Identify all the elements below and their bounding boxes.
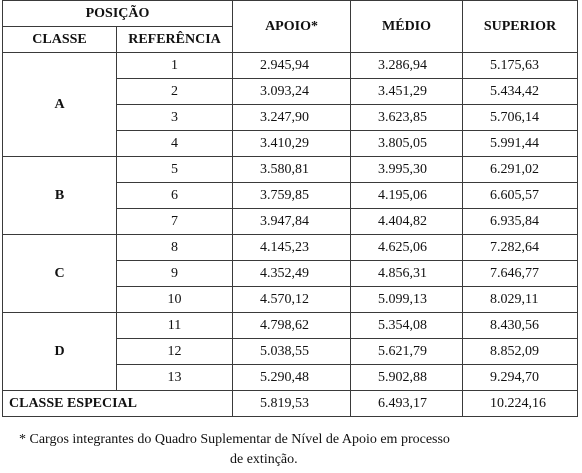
- referencia-cell: 1: [115, 52, 234, 79]
- superior-cell: 6.291,02: [462, 156, 579, 183]
- superior-cell: 8.029,11: [462, 286, 579, 313]
- referencia-cell: 13: [115, 364, 234, 391]
- referencia-cell: 10: [115, 286, 234, 313]
- header-posicao: POSIÇÃO: [1, 0, 234, 27]
- classe-cell: D: [2, 312, 117, 391]
- apoio-cell: 5.819,53: [232, 390, 352, 417]
- footnote-line-1: * Cargos integrantes do Quadro Suplement…: [19, 432, 450, 447]
- header-row-sub: CLASSE REFERÊNCIA: [2, 26, 578, 53]
- medio-cell: 5.099,13: [350, 286, 464, 313]
- referencia-cell: 4: [115, 130, 234, 157]
- header-row-top: POSIÇÃO APOIO* MÉDIO SUPERIOR: [1, 0, 579, 53]
- table-row: C 8 4.145,23 4.625,06 7.282,64: [2, 234, 579, 313]
- header-superior: SUPERIOR: [462, 0, 579, 53]
- referencia-cell: 11: [115, 312, 234, 339]
- superior-cell: 8.430,56: [462, 312, 579, 339]
- apoio-cell: 4.570,12: [232, 286, 352, 313]
- header-medio: MÉDIO: [350, 0, 464, 53]
- superior-cell: 5.706,14: [462, 104, 579, 131]
- table-row: A 1 2.945,94 3.286,94 5.175,63: [2, 52, 579, 157]
- superior-cell: 7.646,77: [462, 260, 579, 287]
- apoio-cell: 3.947,84: [232, 208, 352, 235]
- medio-cell: 3.805,05: [350, 130, 464, 157]
- medio-cell: 6.493,17: [350, 390, 464, 417]
- table-row: 4 3.410,29 3.805,05 5.991,44: [3, 130, 579, 157]
- referencia-cell: 3: [115, 104, 234, 131]
- classe-cell: A: [2, 52, 117, 157]
- medio-cell: 3.995,30: [350, 156, 464, 183]
- footnote-line-2: de extinção.: [230, 452, 298, 467]
- salary-table: POSIÇÃO APOIO* MÉDIO SUPERIOR CLASSE REF…: [1, 0, 579, 417]
- header-referencia: REFERÊNCIA: [115, 26, 234, 53]
- classe-cell: B: [2, 156, 117, 235]
- referencia-cell: 12: [115, 338, 234, 365]
- header-apoio: APOIO*: [232, 0, 352, 53]
- referencia-cell: 7: [115, 208, 234, 235]
- table-row: 12 5.038,55 5.621,79 8.852,09: [3, 338, 579, 365]
- apoio-cell: 2.945,94: [232, 52, 352, 79]
- table-row: 10 4.570,12 5.099,13 8.029,11: [3, 286, 579, 313]
- referencia-cell: 6: [115, 182, 234, 209]
- apoio-cell: 4.145,23: [232, 234, 352, 261]
- superior-cell: 5.991,44: [462, 130, 579, 157]
- medio-cell: 5.354,08: [350, 312, 464, 339]
- superior-cell: 5.175,63: [462, 52, 579, 79]
- apoio-cell: 3.093,24: [232, 78, 352, 105]
- medio-cell: 4.625,06: [350, 234, 464, 261]
- superior-cell: 8.852,09: [462, 338, 579, 365]
- referencia-cell: 2: [115, 78, 234, 105]
- medio-cell: 4.856,31: [350, 260, 464, 287]
- superior-cell: 5.434,42: [462, 78, 579, 105]
- salary-table-container: POSIÇÃO APOIO* MÉDIO SUPERIOR CLASSE REF…: [1, 0, 579, 417]
- medio-cell: 4.404,82: [350, 208, 464, 235]
- superior-cell: 7.282,64: [462, 234, 579, 261]
- superior-cell: 9.294,70: [462, 364, 579, 391]
- table-row: D 11 4.798,62 5.354,08 8.430,56: [2, 312, 579, 391]
- salary-table-body: POSIÇÃO APOIO* MÉDIO SUPERIOR CLASSE REF…: [1, 0, 579, 417]
- medio-cell: 3.286,94: [350, 52, 464, 79]
- table-row: 3 3.247,90 3.623,85 5.706,14: [3, 104, 579, 131]
- classe-especial-row: CLASSE ESPECIAL 5.819,53 6.493,17 10.224,16: [1, 390, 579, 417]
- medio-cell: 5.621,79: [350, 338, 464, 365]
- medio-cell: 5.902,88: [350, 364, 464, 391]
- superior-cell: 6.935,84: [462, 208, 579, 235]
- apoio-cell: 5.038,55: [232, 338, 352, 365]
- referencia-cell: 5: [115, 156, 234, 183]
- apoio-cell: 3.580,81: [232, 156, 352, 183]
- medio-cell: 3.623,85: [350, 104, 464, 131]
- classe-especial-label: CLASSE ESPECIAL: [1, 390, 234, 417]
- table-row: 7 3.947,84 4.404,82 6.935,84: [3, 208, 579, 235]
- medio-cell: 4.195,06: [350, 182, 464, 209]
- referencia-cell: 9: [115, 260, 234, 287]
- header-classe: CLASSE: [2, 26, 117, 53]
- apoio-cell: 5.290,48: [232, 364, 352, 391]
- medio-cell: 3.451,29: [350, 78, 464, 105]
- apoio-cell: 4.352,49: [232, 260, 352, 287]
- table-row: 6 3.759,85 4.195,06 6.605,57: [3, 182, 579, 209]
- classe-cell: C: [2, 234, 117, 313]
- apoio-cell: 3.247,90: [232, 104, 352, 131]
- superior-cell: 10.224,16: [462, 390, 579, 417]
- apoio-cell: 3.410,29: [232, 130, 352, 157]
- apoio-cell: 4.798,62: [232, 312, 352, 339]
- referencia-cell: 8: [115, 234, 234, 261]
- table-row: 9 4.352,49 4.856,31 7.646,77: [3, 260, 579, 287]
- apoio-cell: 3.759,85: [232, 182, 352, 209]
- table-row: B 5 3.580,81 3.995,30 6.291,02: [2, 156, 579, 235]
- superior-cell: 6.605,57: [462, 182, 579, 209]
